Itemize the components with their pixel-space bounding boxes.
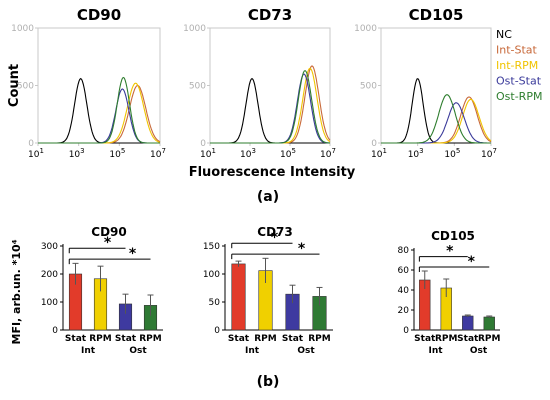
histogram-series-ost-rpm xyxy=(381,94,491,144)
y-tick-label: 0 xyxy=(371,139,377,149)
y-tick-label: 1000 xyxy=(354,24,377,34)
histogram-series-nc xyxy=(381,78,491,144)
legend-entry-int-stat: Int-Stat xyxy=(496,44,538,57)
significance-star: * xyxy=(468,254,476,270)
category-label: Stat xyxy=(115,334,137,344)
panel-label-a: (a) xyxy=(257,189,279,205)
histogram-series-ost-rpm xyxy=(38,76,160,144)
histogram-cd90: CD90 0 500 1000 101 103 105 107 Count xyxy=(7,6,166,160)
significance-star: * xyxy=(129,246,137,262)
y-tick-label: 100 xyxy=(41,298,58,308)
histogram-frame xyxy=(380,27,492,144)
y-tick-label: 20 xyxy=(398,306,410,316)
y-tick-label: 200 xyxy=(41,270,58,280)
significance-star: * xyxy=(271,230,279,246)
category-label: RPM xyxy=(478,334,501,344)
bar-4 xyxy=(483,316,495,331)
y-tick-label: 0 xyxy=(200,139,206,149)
histogram-series-int-stat xyxy=(38,84,161,144)
category-label: RPM xyxy=(435,334,458,344)
significance-star: * xyxy=(104,235,112,251)
y-tick-label: 150 xyxy=(203,242,220,252)
y-tick-label: 80 xyxy=(398,246,410,256)
bar-chart-title: CD105 xyxy=(431,229,475,243)
x-tick-label: 107 xyxy=(481,147,497,160)
histogram-title: CD73 xyxy=(248,6,292,24)
y-tick-label: 0 xyxy=(52,326,58,336)
y-tick-label: 50 xyxy=(209,298,221,308)
legend-entry-ost-stat: Ost-Stat xyxy=(496,75,542,88)
y-tick-label: 500 xyxy=(360,82,377,92)
significance-star: * xyxy=(446,244,454,260)
group-label: Int xyxy=(428,346,443,356)
group-label: Ost xyxy=(470,346,488,356)
y-tick-label: 500 xyxy=(17,82,34,92)
bar-1 xyxy=(231,263,246,331)
category-label: Stat xyxy=(282,334,304,344)
x-tick-label: 105 xyxy=(280,147,296,160)
x-tick-label: 101 xyxy=(28,147,44,160)
legend-entry-nc: NC xyxy=(496,28,512,41)
significance-star: * xyxy=(298,241,306,257)
category-label: Stat xyxy=(457,334,479,344)
category-label: Stat xyxy=(414,334,436,344)
legend: NC Int-Stat Int-RPM Ost-Stat Ost-RPM xyxy=(496,28,542,103)
bar-chart-title: CD73 xyxy=(257,225,292,239)
bar-chart-title: CD90 xyxy=(91,225,126,239)
panel-label-b: (b) xyxy=(257,374,280,390)
x-tick-label: 103 xyxy=(408,147,424,160)
histogram-series-ost-rpm xyxy=(210,69,330,144)
y-tick-label: 0 xyxy=(403,326,409,336)
x-tick-label: 107 xyxy=(150,147,166,160)
x-tick-label: 103 xyxy=(69,147,85,160)
histogram-y-label: Count xyxy=(7,64,22,107)
category-label: RPM xyxy=(254,334,277,344)
category-label: RPM xyxy=(89,334,112,344)
group-label: Ost xyxy=(129,346,147,356)
x-tick-label: 107 xyxy=(320,147,336,160)
x-tick-label: 101 xyxy=(200,147,216,160)
y-tick-label: 1000 xyxy=(183,24,206,34)
group-label: Int xyxy=(81,346,96,356)
category-label: Stat xyxy=(65,334,87,344)
category-label: RPM xyxy=(139,334,162,344)
y-tick-label: 1000 xyxy=(11,24,34,34)
bar-chart-cd73: CD73 0 50 100 150 Stat RPM Stat RPM Int Ost * * xyxy=(203,225,333,356)
y-tick-label: 60 xyxy=(398,266,410,276)
y-tick-label: 0 xyxy=(214,326,220,336)
category-label: RPM xyxy=(308,334,331,344)
histogram-series-ost-stat xyxy=(210,73,330,144)
bar-chart-y-label: MFI, arb.un. *10⁴ xyxy=(10,239,23,344)
legend-entry-int-rpm: Int-RPM xyxy=(496,59,538,72)
legend-entry-ost-rpm: Ost-RPM xyxy=(496,90,542,103)
y-tick-label: 500 xyxy=(189,82,206,92)
y-tick-label: 0 xyxy=(28,139,34,149)
histogram-cd73: CD73 0 500 1000 101 103 105 107 Fluorescence Int… xyxy=(183,6,356,180)
histogram-title: CD105 xyxy=(409,6,464,24)
histogram-series-nc xyxy=(38,77,160,144)
histogram-series-int-rpm xyxy=(210,67,331,144)
x-tick-label: 105 xyxy=(444,147,460,160)
bar-3 xyxy=(462,315,474,331)
y-tick-label: 300 xyxy=(41,242,58,252)
histogram-cd105: CD105 0 500 1000 101 103 105 107 xyxy=(354,6,497,160)
x-tick-label: 101 xyxy=(371,147,387,160)
y-tick-label: 100 xyxy=(203,270,220,280)
y-tick-label: 40 xyxy=(398,286,410,296)
group-label: Ost xyxy=(297,346,315,356)
category-label: Stat xyxy=(228,334,250,344)
histogram-frame xyxy=(37,27,161,144)
group-label: Int xyxy=(245,346,260,356)
histogram-x-label: Fluorescence Intensity xyxy=(189,165,356,180)
x-tick-label: 105 xyxy=(109,147,125,160)
histogram-frame xyxy=(209,27,331,144)
histogram-title: CD90 xyxy=(77,6,121,24)
x-tick-label: 103 xyxy=(240,147,256,160)
